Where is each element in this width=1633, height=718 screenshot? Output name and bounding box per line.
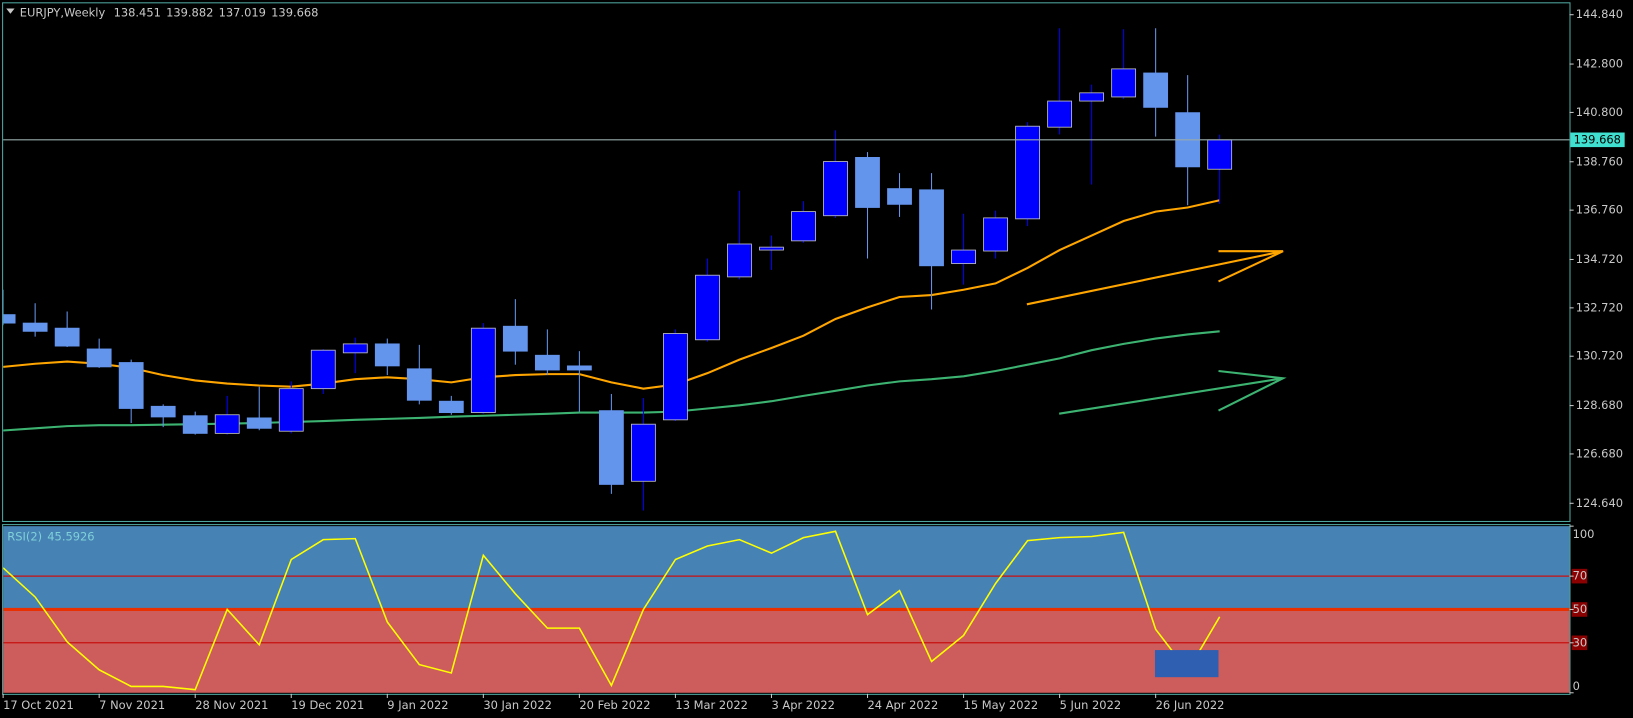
y-tick-label: 124.640 bbox=[1576, 496, 1623, 510]
menu-triangle[interactable] bbox=[6, 8, 15, 14]
candle-body bbox=[1079, 92, 1105, 102]
candle-body bbox=[631, 423, 656, 482]
candle-body bbox=[54, 327, 80, 347]
x-tick-label: 24 Apr 2022 bbox=[868, 698, 939, 712]
candle-body bbox=[823, 161, 848, 217]
candle-body bbox=[406, 368, 432, 401]
y-tick-label: 130.720 bbox=[1576, 349, 1623, 363]
rsi-name: RSI(2) bbox=[7, 529, 42, 543]
y-tick-label: 136.760 bbox=[1576, 203, 1623, 217]
y-tick-label: 0 bbox=[1573, 679, 1580, 693]
candle-body bbox=[1207, 139, 1233, 170]
level-tag bbox=[1571, 568, 1588, 584]
candle-body bbox=[695, 274, 720, 341]
candle-body bbox=[791, 211, 816, 242]
y-tick-label: 128.680 bbox=[1576, 398, 1623, 412]
candle-body bbox=[599, 410, 624, 485]
y-tick-label: 138.760 bbox=[1576, 154, 1623, 168]
zone-above bbox=[3, 526, 1570, 610]
candle-body bbox=[182, 415, 208, 434]
y-tick-label: 134.720 bbox=[1576, 252, 1623, 266]
x-tick-label: 20 Feb 2022 bbox=[579, 698, 650, 712]
y-tick-label: 132.720 bbox=[1576, 300, 1623, 314]
moving-average bbox=[3, 199, 1220, 390]
y-tick-label: 144.840 bbox=[1576, 7, 1623, 21]
candle-body bbox=[887, 188, 912, 205]
candle-body bbox=[3, 314, 16, 324]
y-tick-label: 142.800 bbox=[1576, 57, 1623, 71]
candle-body bbox=[342, 343, 368, 354]
chart-header: EURJPY,Weekly 138.451 139.882 137.019 139.66… bbox=[20, 5, 319, 19]
candle-body bbox=[150, 405, 176, 418]
candle-body bbox=[1143, 72, 1169, 108]
candle-body bbox=[1015, 125, 1040, 220]
candle-body bbox=[502, 325, 528, 352]
candle-body bbox=[1111, 68, 1137, 98]
current-price-label: 139.668 bbox=[1574, 132, 1621, 146]
candle-body bbox=[1047, 100, 1072, 128]
level-tag bbox=[1571, 602, 1588, 617]
candle-body bbox=[983, 217, 1008, 252]
x-tick-label: 26 Jun 2022 bbox=[1156, 698, 1225, 712]
candle-body bbox=[214, 414, 240, 434]
annotations bbox=[1026, 250, 1287, 678]
rsi-line bbox=[3, 530, 1221, 691]
open-value: 138.451 bbox=[114, 5, 161, 19]
rsi-value: 45.5926 bbox=[47, 529, 94, 543]
x-tick-label: 15 May 2022 bbox=[964, 698, 1039, 712]
candle-body bbox=[246, 417, 272, 429]
candle-body bbox=[566, 365, 592, 371]
low-value: 137.019 bbox=[219, 5, 266, 19]
green-arrow bbox=[1058, 369, 1287, 415]
y-tick-label: 140.800 bbox=[1576, 105, 1623, 119]
candle-body bbox=[663, 333, 688, 421]
candle-body bbox=[374, 343, 400, 367]
y-tick-label: 126.680 bbox=[1576, 446, 1623, 460]
candle-body bbox=[470, 327, 496, 414]
y-tick-label: 100 bbox=[1573, 527, 1595, 541]
current-price-tag bbox=[1570, 132, 1625, 148]
candle-body bbox=[727, 243, 752, 278]
x-tick-label: 9 Jan 2022 bbox=[387, 698, 448, 712]
high-value: 139.882 bbox=[166, 5, 213, 19]
zone-below bbox=[3, 609, 1570, 693]
x-tick-label: 13 Mar 2022 bbox=[675, 698, 748, 712]
candle-body bbox=[118, 362, 144, 409]
rsi-header: RSI(2) 45.5926 bbox=[7, 529, 94, 543]
candle-body bbox=[951, 249, 976, 265]
x-tick-label: 7 Nov 2021 bbox=[99, 698, 165, 712]
candle-body bbox=[919, 189, 944, 267]
candle-body bbox=[86, 348, 112, 368]
candle-body bbox=[534, 354, 560, 371]
close-value: 139.668 bbox=[271, 5, 318, 19]
x-tick-label: 28 Nov 2021 bbox=[195, 698, 268, 712]
orange-arrow bbox=[1026, 250, 1284, 306]
level-tag bbox=[1571, 635, 1588, 651]
candle-body bbox=[310, 349, 336, 390]
candle-body bbox=[855, 156, 880, 208]
candle-body bbox=[22, 322, 48, 332]
highlight-box bbox=[1154, 650, 1219, 678]
y-tick-label: 70 bbox=[1573, 569, 1588, 583]
x-tick-label: 3 Apr 2022 bbox=[771, 698, 834, 712]
price-panel bbox=[3, 28, 1233, 511]
x-tick-label: 17 Oct 2021 bbox=[3, 698, 74, 712]
candle-body bbox=[759, 246, 784, 251]
price-frame bbox=[2, 2, 1571, 522]
candle-body bbox=[278, 388, 304, 432]
x-tick-label: 30 Jan 2022 bbox=[483, 698, 552, 712]
candle-body bbox=[438, 400, 464, 414]
y-tick-label: 50 bbox=[1573, 602, 1588, 616]
x-tick-label: 19 Dec 2021 bbox=[291, 698, 364, 712]
rsi-background bbox=[3, 526, 1570, 693]
y-tick-label: 30 bbox=[1573, 635, 1588, 649]
rsi-panel bbox=[3, 530, 1570, 691]
x-tick-label: 5 Jun 2022 bbox=[1060, 698, 1122, 712]
symbol: EURJPY,Weekly bbox=[20, 5, 106, 19]
